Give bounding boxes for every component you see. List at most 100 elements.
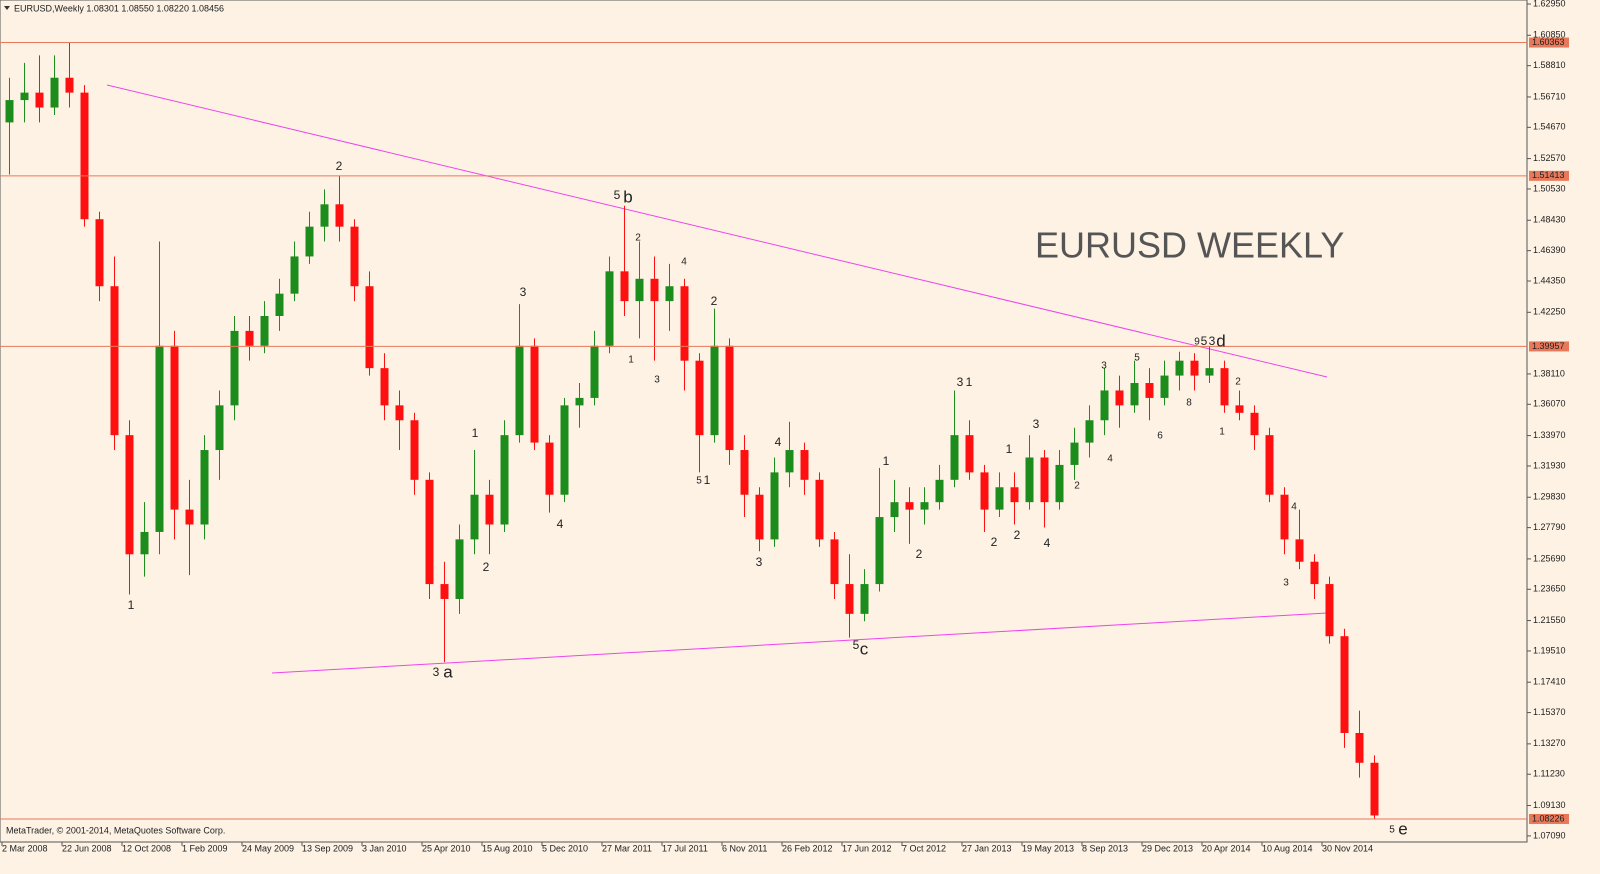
wave-label: 1 [472, 426, 479, 440]
candle-body [1010, 487, 1019, 503]
wave-label: 1 [1219, 427, 1225, 438]
x-tick-label: 29 Dec 2013 [1142, 843, 1193, 853]
x-tick-label: 3 Jan 2010 [362, 843, 407, 853]
candle-body [410, 420, 419, 480]
plot-frame [0, 0, 1528, 843]
candle-body [395, 405, 404, 421]
candle-body [1130, 383, 1139, 406]
x-tick-label: 8 Sep 2013 [1082, 843, 1128, 853]
candle-body [425, 479, 434, 585]
candle-body [860, 584, 869, 614]
candle-body [140, 531, 149, 555]
candle-body [215, 405, 224, 451]
candle-body [1235, 405, 1244, 413]
y-tick-label: 1.44350 [1533, 275, 1566, 285]
x-tick-label: 27 Jan 2013 [962, 843, 1012, 853]
candle-body [1025, 457, 1034, 503]
candle-body [800, 450, 809, 480]
y-tick-label: 1.60850 [1533, 30, 1566, 40]
y-tick-label: 1.54670 [1533, 122, 1566, 132]
candle-body [1205, 368, 1214, 376]
wave-label: 4 [1107, 454, 1113, 465]
x-tick-label: 5 Dec 2010 [542, 843, 588, 853]
wave-label: 1 [883, 454, 890, 468]
y-tick-label: 1.15370 [1533, 707, 1566, 717]
candle-body [440, 584, 449, 599]
x-tick-label: 10 Aug 2014 [1262, 843, 1313, 853]
wave-label: 8 [1186, 398, 1192, 409]
wave-label: 2 [991, 535, 998, 549]
candle-body [635, 278, 644, 302]
candle-body [35, 92, 44, 108]
wave-label: 2 [711, 294, 718, 308]
candle-body [185, 509, 194, 525]
candle-body [1115, 390, 1124, 406]
wave-label: 4 [681, 257, 687, 268]
candle-body [545, 442, 554, 495]
menu-arrow[interactable] [4, 6, 10, 10]
y-tick-label: 1.13270 [1533, 738, 1566, 748]
wave-label: 1 [966, 375, 973, 389]
level-label: 1.51413 [1532, 170, 1565, 180]
y-tick-label: 1.33970 [1533, 430, 1566, 440]
y-tick-label: 1.46390 [1533, 245, 1566, 255]
candle-body [155, 345, 164, 532]
candle-body [1160, 375, 1169, 398]
candle-body [1325, 584, 1334, 637]
candle-body [905, 502, 914, 510]
wave-label: 3 [520, 285, 527, 299]
y-tick-label: 1.19510 [1533, 645, 1566, 655]
candle-body [1310, 561, 1319, 585]
candle-body [605, 271, 614, 346]
candle-body [275, 293, 284, 317]
y-tick-label: 1.58810 [1533, 60, 1566, 70]
candle-body [380, 368, 389, 406]
wave-label: 3 [957, 375, 964, 389]
wave-label: 3 [1209, 334, 1216, 348]
wave-label: 5 [696, 476, 702, 487]
candle-body [170, 345, 179, 510]
y-tick-label: 1.56710 [1533, 91, 1566, 101]
y-tick-label: 1.48430 [1533, 215, 1566, 225]
candle-body [815, 479, 824, 540]
wave-label: 1 [128, 598, 135, 612]
candle-body [1175, 360, 1184, 376]
x-tick-label: 15 Aug 2010 [482, 843, 533, 853]
candle-body [320, 204, 329, 227]
candle-body [950, 435, 959, 480]
x-tick-label: 27 Mar 2011 [602, 843, 652, 853]
candle-body [1295, 539, 1304, 562]
candle-body [710, 345, 719, 436]
wave-label: 4 [775, 435, 782, 449]
wave-label: 1 [704, 473, 711, 487]
wave-label: 3 [433, 665, 440, 679]
y-tick-label: 1.25690 [1533, 553, 1566, 563]
level-label: 1.60363 [1532, 37, 1565, 47]
trendline-upper [106, 84, 1328, 378]
candle-body [785, 450, 794, 473]
wave-label: 2 [916, 547, 923, 561]
wave-label: 4 [557, 517, 564, 531]
wave-label: 3 [1101, 361, 1107, 372]
candle-body [50, 77, 59, 108]
level-label: 1.08226 [1532, 813, 1565, 823]
x-tick-label: 1 Feb 2009 [182, 843, 228, 853]
level-box [1529, 341, 1569, 352]
wave-label: 4 [1291, 502, 1297, 513]
candle-body [1085, 420, 1094, 443]
candle-body [470, 494, 479, 540]
x-tick-label: 17 Jun 2012 [842, 843, 892, 853]
wave-label: 1 [628, 355, 634, 366]
x-tick-label: 25 Apr 2010 [422, 843, 471, 853]
wave-label: 3 [756, 555, 763, 569]
wave-label: 2 [1074, 481, 1080, 492]
y-tick-label: 1.38110 [1533, 368, 1565, 378]
y-tick-label: 1.21550 [1533, 615, 1566, 625]
wave-label: 9 [1194, 337, 1200, 348]
candle-body [125, 435, 134, 555]
candle-body [1100, 390, 1109, 421]
candle-body [1355, 732, 1364, 763]
candle-body [935, 479, 944, 503]
y-tick-label: 1.09130 [1533, 800, 1566, 810]
